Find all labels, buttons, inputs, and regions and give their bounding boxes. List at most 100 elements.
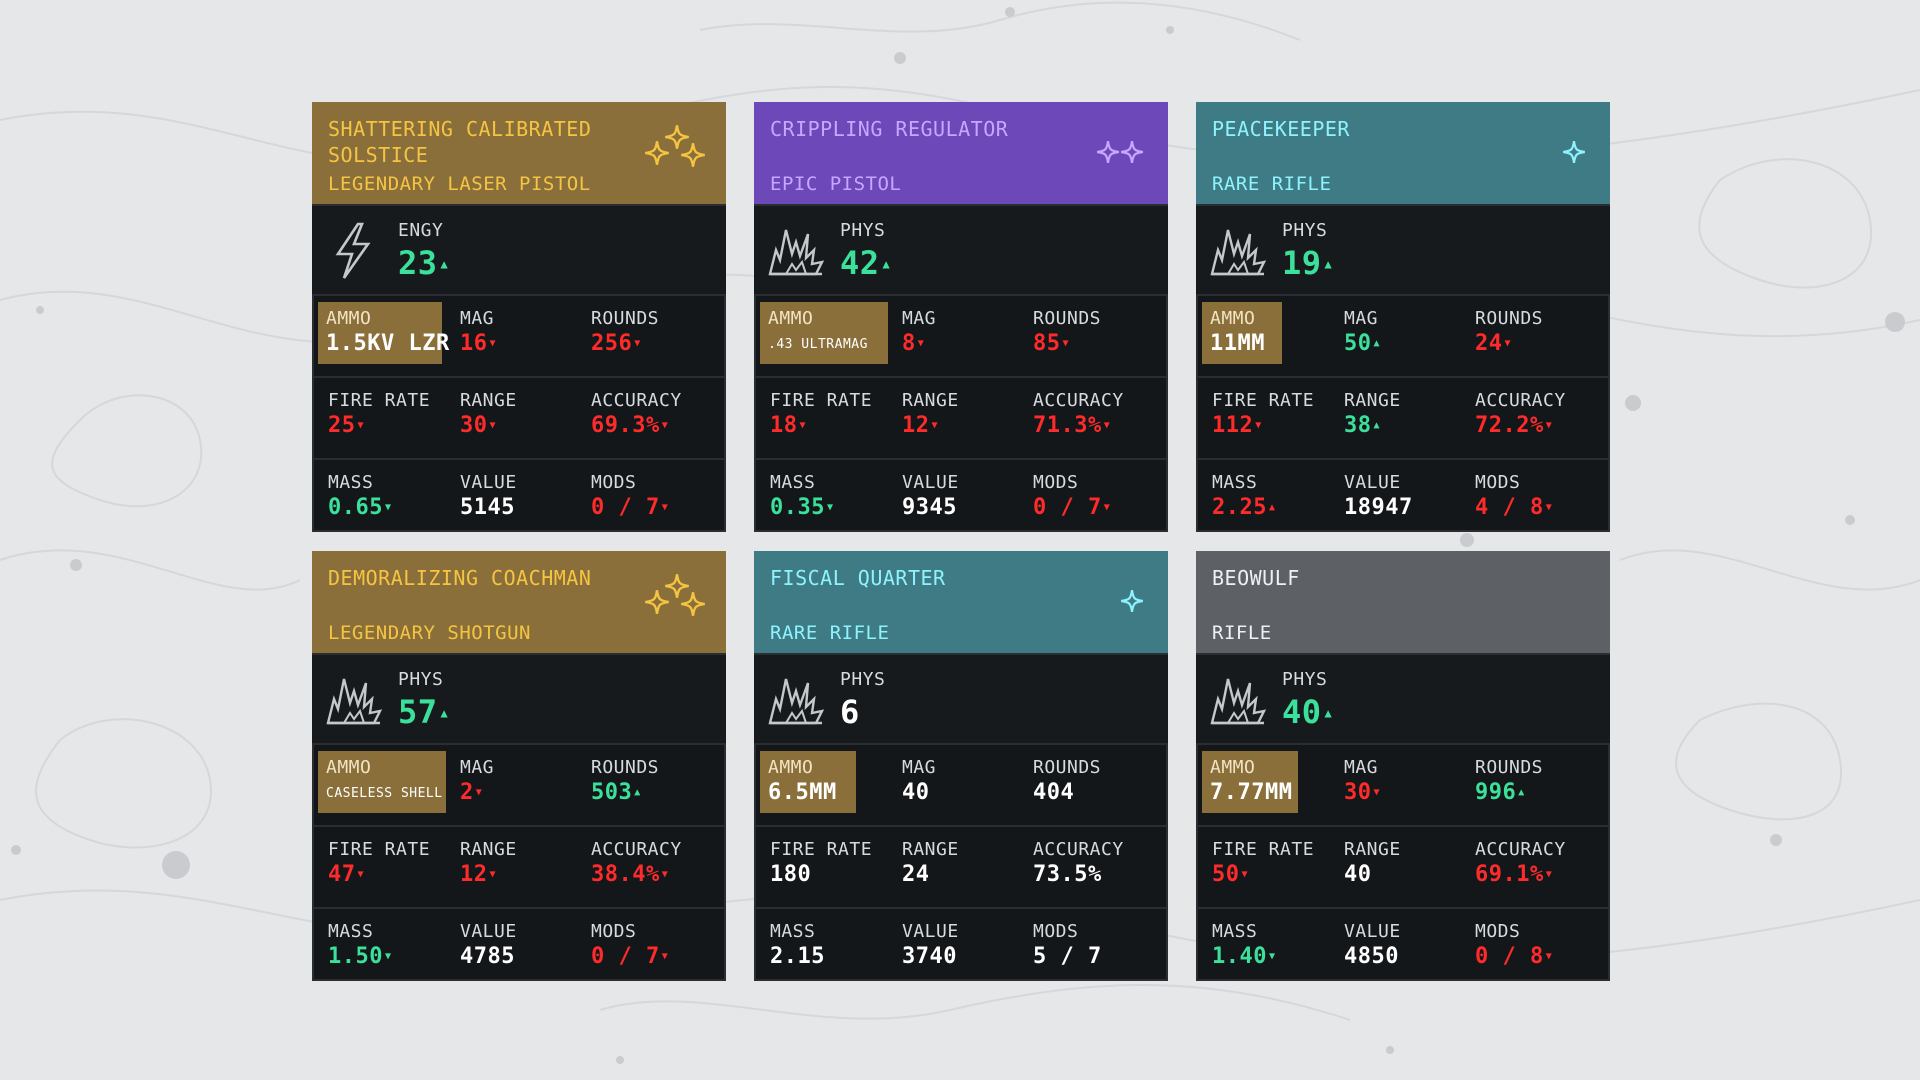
stat-label: RANGE bbox=[1344, 839, 1401, 860]
stat-number: 0 / 7 bbox=[591, 944, 660, 969]
stat-value: 38 ▲ bbox=[1344, 412, 1459, 440]
card-header: BEOWULF RIFLE bbox=[1196, 551, 1610, 655]
weapon-card[interactable]: BEOWULF RIFLE PHYS 40 ▲ AMMO 7.77MM MAG 3… bbox=[1196, 551, 1610, 981]
damage-value: 23 ▲ bbox=[398, 244, 448, 282]
stat-label: ACCURACY bbox=[591, 839, 682, 860]
stat-label: RANGE bbox=[1344, 390, 1401, 411]
stat-label: FIRE RATE bbox=[328, 390, 431, 411]
stat-label: MAG bbox=[902, 757, 937, 778]
stat-value: 180 bbox=[770, 861, 886, 889]
stat-row-performance: FIRE RATE 50 ▼ RANGE 40 ACCURACY 69.1% ▼ bbox=[1196, 827, 1610, 909]
weapon-card[interactable]: CRIPPLING REGULATOR EPIC PISTOL PHYS 42 ▲… bbox=[754, 102, 1168, 532]
trend-arrow-icon: ▼ bbox=[1103, 420, 1111, 431]
stat-mods: MODS 0 / 7 ▼ bbox=[575, 460, 726, 538]
explosion-icon bbox=[768, 677, 824, 725]
damage-number: 40 bbox=[1282, 693, 1322, 731]
stat-value: 16 ▼ bbox=[460, 330, 575, 358]
stat-number: 0.35 bbox=[770, 495, 825, 520]
stat-number: 4785 bbox=[460, 944, 515, 969]
trend-arrow-icon: ▲ bbox=[1268, 502, 1276, 513]
stat-mag: MAG 30 ▼ bbox=[1328, 745, 1459, 825]
stat-label: MODS bbox=[1475, 921, 1521, 942]
weapon-name: PEACEKEEPER bbox=[1212, 117, 1350, 141]
lightning-icon bbox=[336, 222, 370, 280]
stat-ammo: AMMO 7.77MM bbox=[1196, 745, 1328, 825]
stat-label: RANGE bbox=[902, 839, 959, 860]
stat-fire-rate: FIRE RATE 25 ▼ bbox=[312, 378, 444, 458]
stat-label: AMMO bbox=[1210, 308, 1256, 329]
stat-value: 4785 bbox=[460, 943, 575, 971]
stat-label: RANGE bbox=[902, 390, 959, 411]
stat-number: 69.3% bbox=[591, 413, 660, 438]
stat-mass: MASS 2.25 ▲ bbox=[1196, 460, 1328, 538]
stat-rounds: ROUNDS 503 ▲ bbox=[575, 745, 726, 825]
trend-arrow-icon: ▼ bbox=[1241, 869, 1249, 880]
stat-accuracy: ACCURACY 69.1% ▼ bbox=[1459, 827, 1610, 907]
stat-value: 69.1% ▼ bbox=[1475, 861, 1610, 889]
trend-arrow-icon: ▼ bbox=[384, 502, 392, 513]
stat-ammo: AMMO .43 ULTRAMAG bbox=[754, 296, 888, 376]
stat-number: 2.25 bbox=[1212, 495, 1267, 520]
trend-arrow-icon: ▲ bbox=[440, 706, 449, 720]
stat-row-performance: FIRE RATE 47 ▼ RANGE 12 ▼ ACCURACY 38.4% ▼ bbox=[312, 827, 726, 909]
stat-number: 4 / 8 bbox=[1475, 495, 1544, 520]
trend-arrow-icon: ▲ bbox=[882, 257, 891, 271]
rarity-star-icon bbox=[1562, 140, 1586, 164]
stat-value: 40 bbox=[902, 779, 1017, 807]
stat-ammo: AMMO 1.5KV LZR bbox=[312, 296, 449, 376]
ammo-badge: AMMO 1.5KV LZR bbox=[318, 302, 449, 364]
stat-accuracy: ACCURACY 38.4% ▼ bbox=[575, 827, 726, 907]
weapon-card[interactable]: PEACEKEEPER RARE RIFLE PHYS 19 ▲ AMMO 11M… bbox=[1196, 102, 1610, 532]
stat-number: 50 bbox=[1344, 331, 1372, 356]
stat-value: 2.25 ▲ bbox=[1212, 494, 1328, 522]
weapon-rarity-type: LEGENDARY LASER PISTOL bbox=[328, 173, 591, 195]
stat-label: MASS bbox=[770, 921, 816, 942]
stat-number: 40 bbox=[902, 780, 930, 805]
stat-value: 9345 bbox=[902, 494, 1017, 522]
stat-range: RANGE 12 ▼ bbox=[886, 378, 1017, 458]
stat-range: RANGE 40 bbox=[1328, 827, 1459, 907]
trend-arrow-icon: ▲ bbox=[1324, 706, 1333, 720]
stat-label: VALUE bbox=[460, 472, 517, 493]
stat-number: 2 bbox=[460, 780, 474, 805]
stat-value: 40 bbox=[1344, 861, 1459, 889]
card-header: DEMORALIZING COACHMAN LEGENDARY SHOTGUN bbox=[312, 551, 726, 655]
trend-arrow-icon: ▼ bbox=[1545, 869, 1553, 880]
trend-arrow-icon: ▼ bbox=[1545, 502, 1553, 513]
stat-label: MODS bbox=[1033, 921, 1079, 942]
trend-arrow-icon: ▲ bbox=[1518, 787, 1525, 798]
ammo-badge: AMMO 11MM bbox=[1202, 302, 1282, 364]
damage-number: 42 bbox=[840, 244, 880, 282]
trend-arrow-icon: ▼ bbox=[1373, 787, 1381, 798]
card-header: FISCAL QUARTER RARE RIFLE bbox=[754, 551, 1168, 655]
stat-label: VALUE bbox=[1344, 472, 1401, 493]
trend-arrow-icon: ▼ bbox=[1062, 338, 1070, 349]
stat-label: FIRE RATE bbox=[1212, 839, 1315, 860]
stat-rounds: ROUNDS 996 ▲ bbox=[1459, 745, 1610, 825]
stat-value: 8 ▼ bbox=[902, 330, 1017, 358]
stat-range: RANGE 38 ▲ bbox=[1328, 378, 1459, 458]
stat-number: 16 bbox=[460, 331, 488, 356]
stat-number: 73.5% bbox=[1033, 862, 1102, 887]
stat-value: 2.15 bbox=[770, 943, 886, 971]
stat-rounds: ROUNDS 256 ▼ bbox=[575, 296, 726, 376]
stat-range: RANGE 12 ▼ bbox=[444, 827, 575, 907]
stat-label: MASS bbox=[328, 472, 374, 493]
stat-value: 12 ▼ bbox=[460, 861, 575, 889]
stat-value: VALUE 9345 bbox=[886, 460, 1017, 538]
stat-value: VALUE 4850 bbox=[1328, 909, 1459, 987]
stat-row-misc: MASS 0.35 ▼ VALUE 9345 MODS 0 / 7 ▼ bbox=[754, 460, 1168, 538]
damage-value: 19 ▲ bbox=[1282, 244, 1332, 282]
weapon-card[interactable]: SHATTERING CALIBRATED SOLSTICE LEGENDARY… bbox=[312, 102, 726, 532]
weapon-card[interactable]: DEMORALIZING COACHMAN LEGENDARY SHOTGUN … bbox=[312, 551, 726, 981]
stat-label: AMMO bbox=[768, 308, 814, 329]
weapon-card[interactable]: FISCAL QUARTER RARE RIFLE PHYS 6 AMMO 6.… bbox=[754, 551, 1168, 981]
weapon-rarity-type: RARE RIFLE bbox=[1212, 173, 1332, 195]
trend-arrow-icon: ▼ bbox=[489, 338, 497, 349]
stat-number: 0 / 7 bbox=[591, 495, 660, 520]
stat-row-misc: MASS 1.40 ▼ VALUE 4850 MODS 0 / 8 ▼ bbox=[1196, 909, 1610, 987]
stat-number: 30 bbox=[460, 413, 488, 438]
stat-label: ROUNDS bbox=[1475, 757, 1544, 778]
stat-value: 72.2% ▼ bbox=[1475, 412, 1610, 440]
stat-label: AMMO bbox=[1210, 757, 1256, 778]
